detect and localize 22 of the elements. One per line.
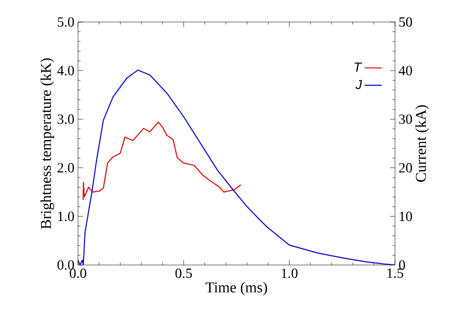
legend-label: J (355, 80, 362, 90)
legend-label: T (354, 62, 362, 72)
x-tick-label: 1.0 (282, 268, 298, 278)
x-tick-label: 0.5 (175, 268, 192, 278)
y2-tick-label: 30 (399, 114, 412, 124)
y2-tick-label: 40 (398, 66, 412, 76)
line-series (82, 122, 242, 200)
x-tick-label: 0.0 (70, 268, 86, 278)
y2-tick-label: 0 (399, 260, 405, 270)
y2-tick-label: 20 (399, 163, 412, 173)
y-tick-label: 0.0 (58, 260, 74, 270)
x-tick-label: 1.5 (387, 268, 404, 278)
y-tick-label: 2.0 (58, 163, 74, 173)
y2-axis-title: Current (kA) (415, 105, 430, 182)
y-tick-label: 1.0 (58, 212, 74, 222)
y-tick-label: 5.0 (58, 17, 74, 27)
y-tick-label: 4.0 (57, 66, 74, 76)
y2-tick-label: 50 (399, 17, 412, 27)
x-axis-title: Time (ms) (206, 282, 268, 296)
y-axis-title: Brightness temperature (kK) (40, 58, 54, 229)
y-tick-label: 3.0 (58, 114, 74, 124)
y2-tick-label: 10 (400, 212, 412, 222)
